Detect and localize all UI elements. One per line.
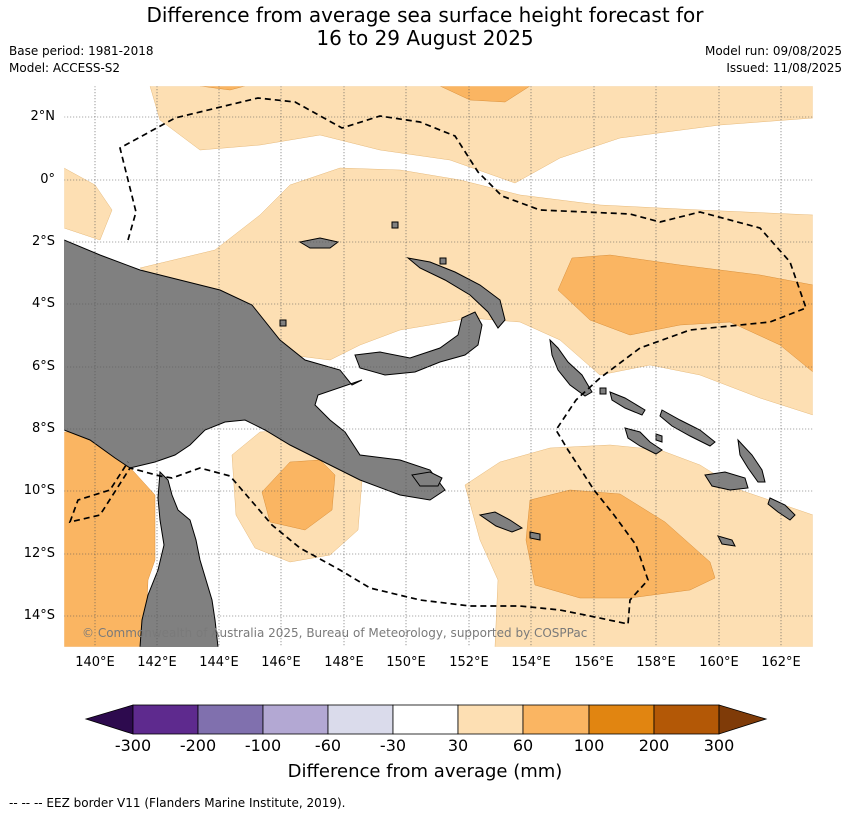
colorbar-tick-label: 30 xyxy=(447,736,469,755)
new-britain-island xyxy=(354,311,483,376)
lon-label: 148°E xyxy=(324,655,364,670)
lat-label: 6°S xyxy=(31,359,55,374)
colorbar-segment xyxy=(327,704,394,735)
model-label: Model: ACCESS-S2 xyxy=(9,61,121,75)
new-georgia-islands xyxy=(624,427,663,455)
colorbar-segment xyxy=(132,704,199,735)
colorbar-arrow-left xyxy=(84,704,134,735)
lon-label: 158°E xyxy=(636,655,676,670)
lon-label: 162°E xyxy=(761,655,801,670)
lon-label: 144°E xyxy=(199,655,239,670)
lon-label: 146°E xyxy=(261,655,301,670)
new-ireland-island xyxy=(406,257,506,329)
lon-label: 152°E xyxy=(449,655,489,670)
colorbar-tick-label: -30 xyxy=(379,736,407,755)
malaita-island xyxy=(737,438,766,483)
lat-label: 8°S xyxy=(31,421,55,436)
colorbar-arrow-right xyxy=(718,704,768,735)
eez-footnote: -- -- -- EEZ border V11 (Flanders Marine… xyxy=(9,796,346,810)
lon-label: 150°E xyxy=(386,655,426,670)
lat-label: 14°S xyxy=(23,608,55,623)
lon-label: 142°E xyxy=(137,655,177,670)
colorbar-title: Difference from average (mm) xyxy=(287,761,563,782)
copyright-notice: © Commonwealth of Australia 2025, Bureau… xyxy=(82,626,588,640)
model-run-label: Model run: 09/08/2025 xyxy=(704,44,842,58)
map-title: Difference from average sea surface heig… xyxy=(146,3,704,27)
lon-label: 160°E xyxy=(699,655,739,670)
gridlines xyxy=(64,86,813,647)
colorbar-segment xyxy=(457,704,524,735)
land-masses xyxy=(64,221,796,647)
louisiade-archipelago xyxy=(478,511,524,533)
choiseul-island xyxy=(609,391,646,416)
colorbar-tick-label: 300 xyxy=(703,736,735,755)
colorbar-segment xyxy=(262,704,329,735)
map-subtitle-period: 16 to 29 August 2025 xyxy=(316,26,534,50)
santa-isabel-island xyxy=(659,409,716,447)
lat-label: 4°S xyxy=(31,296,55,311)
rossel-island xyxy=(529,531,541,541)
lon-label: 140°E xyxy=(75,655,115,670)
colorbar-tick-label: -60 xyxy=(314,736,342,755)
small-islets xyxy=(279,221,736,547)
eez-border-line xyxy=(68,97,808,626)
colorbar-segment xyxy=(653,704,720,735)
colorbar-segment xyxy=(197,704,264,735)
colorbar-tick-label: 200 xyxy=(638,736,670,755)
manus-island xyxy=(298,237,340,249)
bougainville-island xyxy=(549,338,593,397)
dentrecasteaux-islands xyxy=(411,471,443,487)
lat-label: 2°S xyxy=(31,234,55,249)
cape-york-peninsula xyxy=(139,470,219,647)
colorbar-tick-label: -300 xyxy=(114,736,152,755)
map-area xyxy=(64,86,813,647)
lon-label: 154°E xyxy=(511,655,551,670)
base-period-label: Base period: 1981-2018 xyxy=(9,44,154,58)
lat-label: 2°N xyxy=(30,109,56,124)
colorbar-tick-label: -200 xyxy=(179,736,217,755)
colorbar xyxy=(84,704,768,735)
lon-label: 156°E xyxy=(574,655,614,670)
colorbar-segment xyxy=(522,704,590,735)
issued-label: Issued: 11/08/2025 xyxy=(726,61,842,75)
colorbar-tick-label: 60 xyxy=(512,736,534,755)
makira-island xyxy=(767,497,796,521)
colorbar-tick-label: 100 xyxy=(573,736,605,755)
lat-label: 12°S xyxy=(23,546,55,561)
lat-label: 0° xyxy=(40,172,55,187)
lat-label: 10°S xyxy=(23,483,55,498)
colorbar-tick-label: -100 xyxy=(244,736,282,755)
colorbar-segment xyxy=(588,704,655,735)
colorbar-segment xyxy=(392,704,459,735)
guadalcanal-island xyxy=(704,471,749,491)
